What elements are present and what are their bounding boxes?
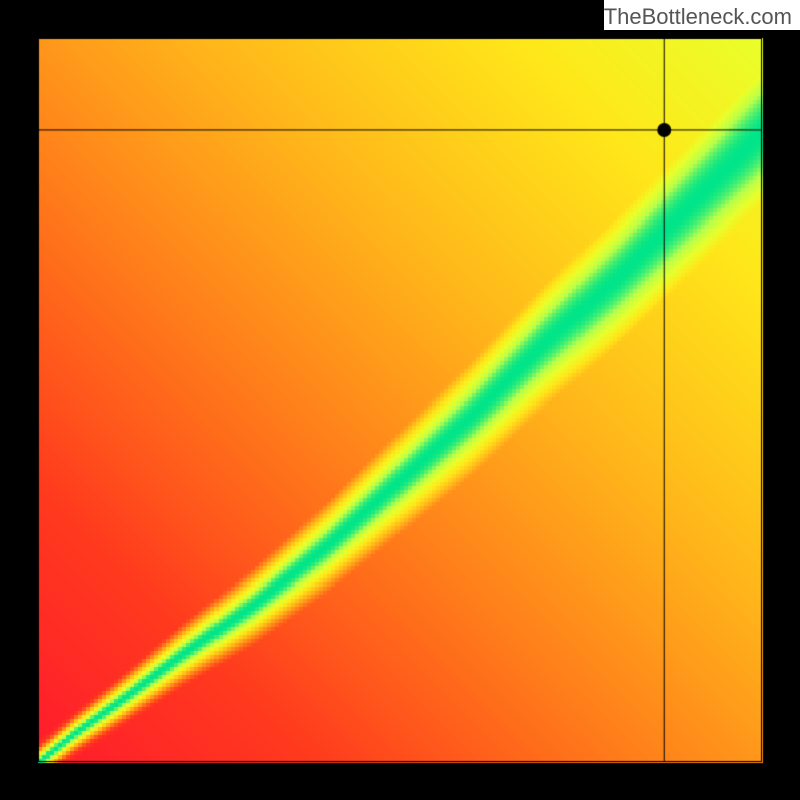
- figure-wrapper: TheBottleneck.com: [0, 0, 800, 800]
- watermark-text: TheBottleneck.com: [604, 0, 800, 30]
- bottleneck-heatmap: [0, 0, 800, 800]
